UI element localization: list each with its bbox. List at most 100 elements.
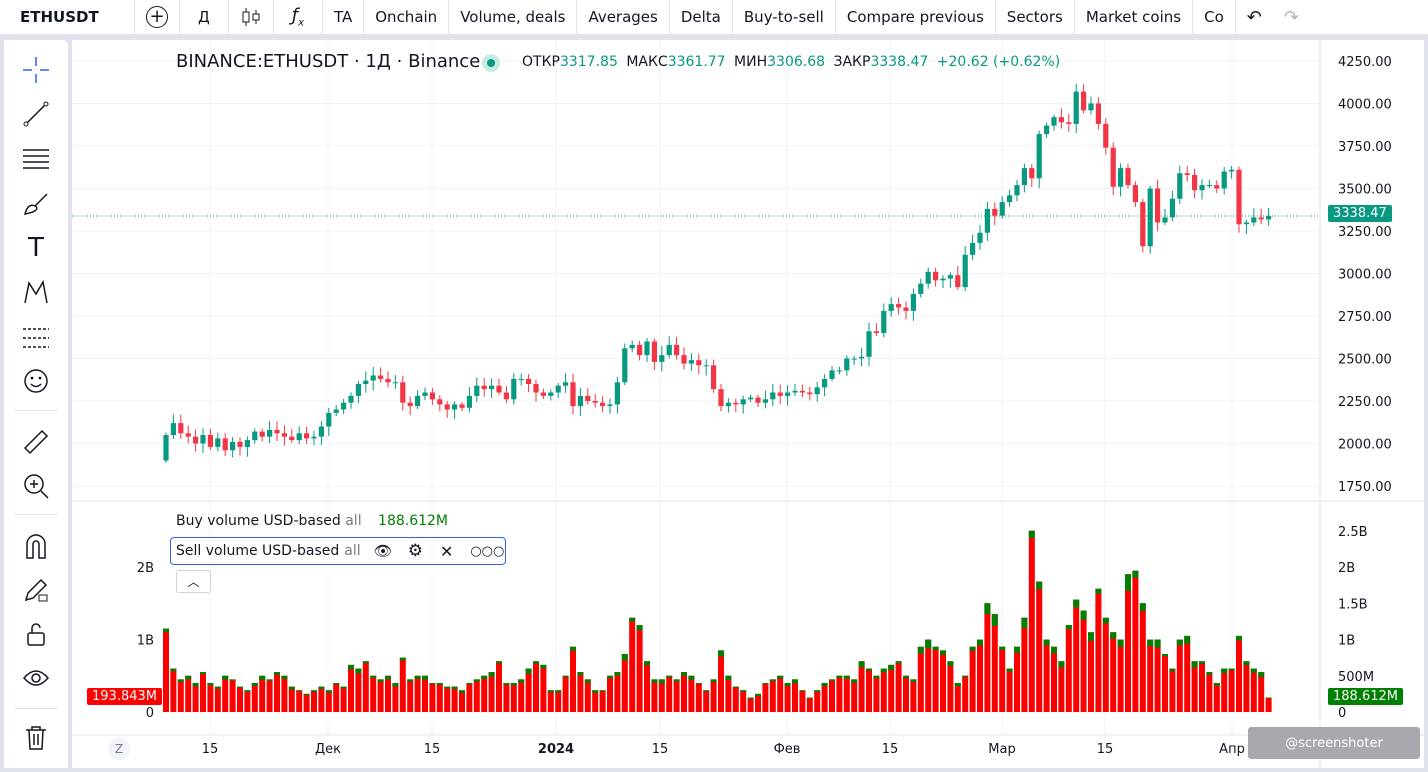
trend-line-tool[interactable] bbox=[18, 96, 54, 132]
volume-bar-buy bbox=[318, 686, 325, 690]
toolbar-item[interactable]: TA bbox=[323, 0, 365, 34]
timezone-button[interactable]: Z bbox=[108, 738, 130, 760]
crosshair-tool[interactable] bbox=[18, 52, 54, 88]
toolbar-item[interactable]: Volume, deals bbox=[449, 0, 578, 34]
candle-body bbox=[585, 395, 591, 401]
remove-drawings-tool[interactable] bbox=[18, 720, 54, 756]
price-tick: 2750.00 bbox=[1338, 310, 1392, 325]
collapse-legend-button[interactable]: ︿ bbox=[176, 570, 211, 593]
sell-volume-param: all bbox=[344, 543, 361, 559]
volume-bar-buy bbox=[1265, 697, 1272, 699]
volume-bar-buy bbox=[1080, 610, 1087, 620]
volume-bar-buy bbox=[303, 693, 310, 695]
volume-bar-sell bbox=[510, 683, 517, 712]
candle-body bbox=[289, 436, 295, 441]
symbol-search[interactable]: ETHUSDT bbox=[0, 0, 135, 34]
undo-button[interactable]: ↶ bbox=[1236, 0, 1273, 34]
time-tick: Апр bbox=[1219, 742, 1245, 757]
time-tick: Мар bbox=[988, 742, 1015, 757]
redo-button[interactable]: ↷ bbox=[1273, 0, 1310, 34]
volume-bar-sell bbox=[732, 686, 739, 712]
candle-body bbox=[792, 390, 798, 393]
volume-bar-buy bbox=[784, 683, 791, 686]
symbol-title: BINANCE:ETHUSDT · 1Д · Binance bbox=[176, 51, 481, 72]
redo-icon: ↷ bbox=[1283, 6, 1299, 28]
crosshair-icon bbox=[23, 57, 49, 83]
watermark: @screenshoter bbox=[1248, 727, 1420, 759]
volume-bar-sell bbox=[422, 675, 428, 712]
close-icon[interactable]: ✕ bbox=[439, 541, 454, 561]
lock-drawing-tool[interactable] bbox=[18, 572, 54, 608]
lock-all-tool[interactable] bbox=[18, 616, 54, 652]
candle-body bbox=[622, 348, 628, 383]
fib-tool[interactable] bbox=[18, 140, 54, 176]
last-price-label: 3338.47 bbox=[1328, 205, 1392, 222]
volume-bar-sell bbox=[436, 683, 443, 712]
more-icon[interactable]: ○○○ bbox=[470, 543, 505, 559]
toolbar-item[interactable]: Market coins bbox=[1075, 0, 1194, 34]
hide-tool[interactable] bbox=[18, 660, 54, 696]
toolbar-item[interactable]: Buy-to-sell bbox=[733, 0, 836, 34]
sell-volume-legend[interactable]: Sell volume USD-based all 👁 ⚙ ✕ ○○○ bbox=[170, 537, 506, 565]
volume-bar-sell bbox=[858, 661, 865, 712]
candle-body bbox=[178, 423, 184, 434]
indicators-button[interactable]: ƒx bbox=[274, 0, 323, 34]
volume-bar-sell bbox=[977, 639, 983, 712]
brush-tool[interactable] bbox=[18, 186, 54, 222]
settings-icon[interactable]: ⚙ bbox=[407, 541, 423, 561]
volume-bar-sell bbox=[666, 675, 673, 712]
volume-bar-buy bbox=[466, 683, 473, 685]
volume-bar-buy bbox=[866, 668, 872, 671]
volume-bar-sell bbox=[991, 614, 998, 712]
volume-bar-buy bbox=[888, 664, 895, 671]
volume-bar-sell bbox=[214, 686, 221, 712]
toolbar-item[interactable]: Delta bbox=[670, 0, 733, 34]
text-tool[interactable]: T bbox=[18, 230, 54, 266]
volume-bar-buy bbox=[237, 686, 243, 689]
volume-bar-buy bbox=[355, 668, 362, 674]
volume-bar-buy bbox=[1169, 668, 1176, 672]
magnet-tool[interactable] bbox=[18, 528, 54, 564]
toolbar-item[interactable]: Onchain bbox=[364, 0, 450, 34]
toolbar-item[interactable]: Averages bbox=[577, 0, 670, 34]
volume-bar-buy bbox=[266, 679, 273, 682]
volume-bar-sell bbox=[880, 668, 887, 712]
chart-type-button[interactable] bbox=[229, 0, 274, 34]
volume-bar-buy bbox=[444, 686, 451, 689]
volume-bar-sell bbox=[1250, 668, 1257, 712]
candle-body bbox=[481, 385, 487, 390]
toolbar-item[interactable]: Compare previous bbox=[836, 0, 996, 34]
interval-button[interactable]: Д bbox=[180, 0, 229, 34]
eye-icon[interactable]: 👁 bbox=[373, 542, 393, 560]
candle-body bbox=[1236, 169, 1242, 225]
candle-body bbox=[607, 404, 613, 407]
add-symbol-button[interactable]: + bbox=[135, 0, 180, 34]
volume-bar-buy bbox=[207, 683, 214, 686]
candle-body bbox=[311, 436, 317, 439]
toolbar-item[interactable]: Co bbox=[1193, 0, 1236, 34]
volume-bar-buy bbox=[681, 672, 687, 676]
forecast-tool[interactable] bbox=[18, 320, 54, 356]
pattern-tool[interactable] bbox=[18, 274, 54, 310]
chart-pane[interactable]: 4250.00 4000.00 3750.00 3500.00 3250.00 3000.… bbox=[72, 40, 1424, 768]
volume-bar-buy bbox=[177, 679, 184, 682]
buy-volume-legend[interactable]: Buy volume USD-based all 188.612M bbox=[176, 513, 448, 529]
ruler-tool[interactable] bbox=[18, 424, 54, 460]
volume-bar-sell bbox=[784, 683, 791, 712]
top-toolbar: ETHUSDT + Д ƒx TA Onchain Volume, deals Ave… bbox=[0, 0, 1428, 34]
trend-line-icon bbox=[23, 101, 49, 127]
volume-bar-sell bbox=[851, 679, 858, 712]
volume-bar-sell bbox=[503, 683, 510, 712]
volume-bar-sell bbox=[540, 664, 547, 712]
volume-bar-buy bbox=[510, 683, 517, 686]
emoji-tool[interactable] bbox=[18, 363, 54, 399]
zoom-tool[interactable] bbox=[18, 468, 54, 504]
toolbar-item[interactable]: Sectors bbox=[996, 0, 1075, 34]
volume-bar-buy bbox=[533, 661, 539, 664]
volume-bar-sell bbox=[1102, 617, 1109, 712]
candle-body bbox=[762, 399, 768, 403]
undo-icon: ↶ bbox=[1246, 6, 1262, 28]
chart-canvas[interactable]: 4250.00 4000.00 3750.00 3500.00 3250.00 3000.… bbox=[72, 40, 1424, 768]
volume-bar-sell bbox=[555, 690, 562, 712]
volume-bar-buy bbox=[725, 675, 732, 681]
